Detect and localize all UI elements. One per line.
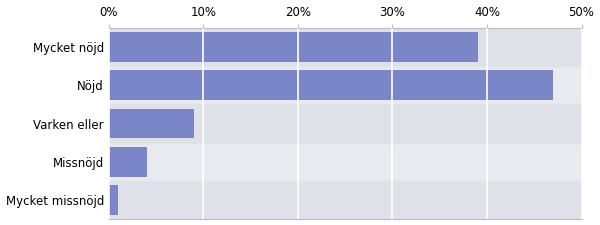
- Bar: [109, 185, 118, 215]
- Bar: [109, 147, 146, 177]
- Bar: [109, 70, 553, 100]
- Bar: [109, 104, 581, 143]
- Bar: [109, 32, 478, 62]
- Bar: [109, 181, 581, 219]
- Bar: [109, 28, 581, 66]
- Bar: [109, 108, 194, 138]
